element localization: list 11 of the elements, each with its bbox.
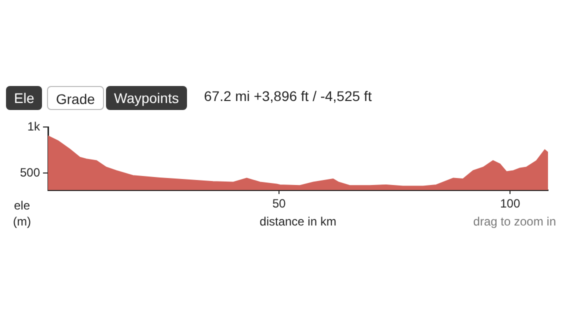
text: 67.2 mi +3,896 ft / -4,525 ft [204, 88, 372, 104]
x-tick-label: 50 [272, 196, 286, 211]
x-tick-label: 100 [500, 196, 520, 211]
text: drag to zoom in [473, 214, 556, 228]
button[interactable]: Grade [47, 86, 104, 110]
y-tick-label: 500 [20, 165, 40, 180]
y-axis-title: ele (m) [13, 198, 31, 228]
button[interactable]: Waypoints [106, 86, 187, 110]
x-axis-title: distance in km [260, 214, 336, 228]
y-tick-label: 1k [27, 119, 41, 134]
button[interactable]: Ele [6, 86, 42, 110]
